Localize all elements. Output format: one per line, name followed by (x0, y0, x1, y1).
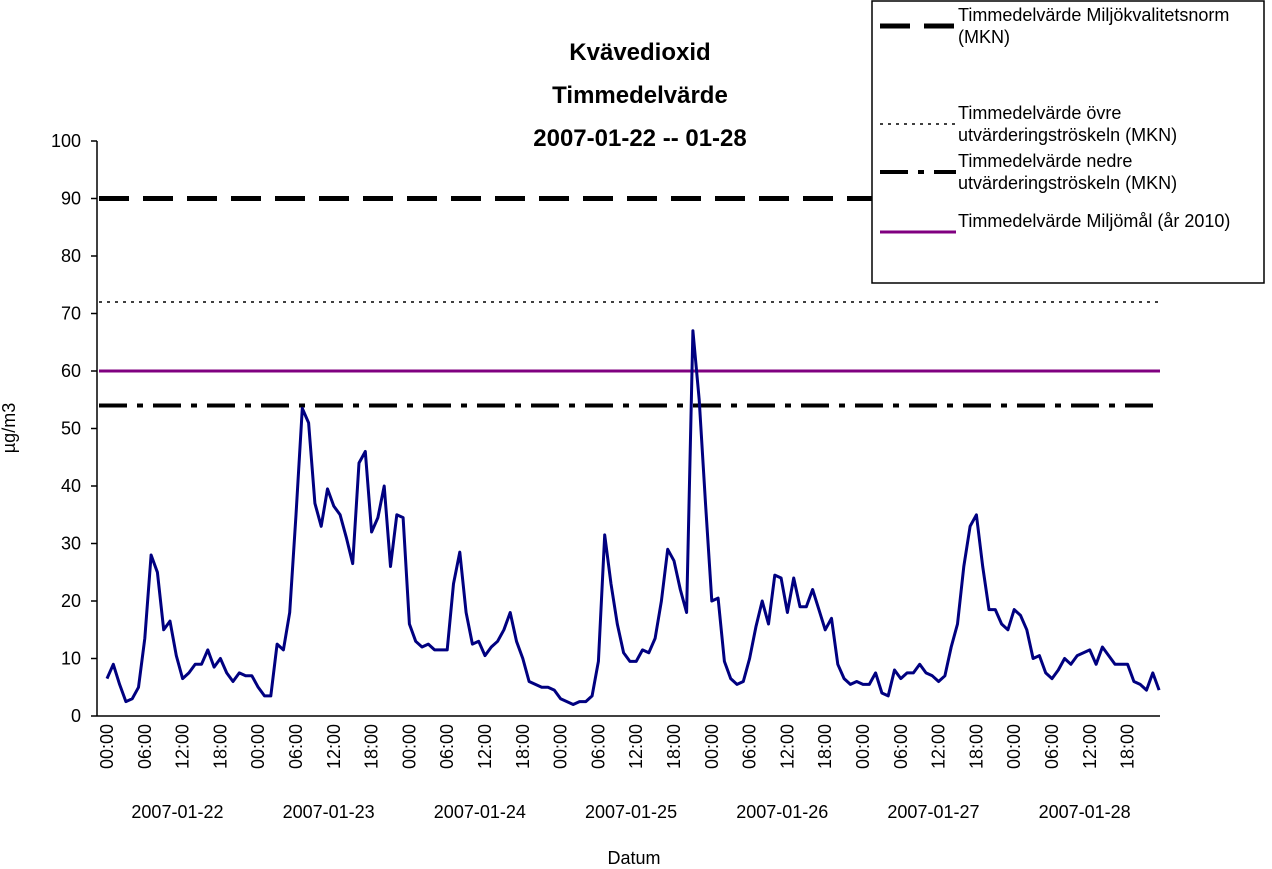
x-tick-label: 06:00 (740, 724, 760, 769)
y-tick-label: 40 (61, 476, 81, 496)
x-tick-label: 00:00 (248, 724, 268, 769)
x-tick-label: 12:00 (929, 724, 949, 769)
x-group-label: 2007-01-25 (585, 802, 677, 822)
x-group-label: 2007-01-26 (736, 802, 828, 822)
x-tick-label: 00:00 (97, 724, 117, 769)
x-tick-label: 12:00 (173, 724, 193, 769)
x-tick-label: 18:00 (210, 724, 230, 769)
x-tick-label: 12:00 (324, 724, 344, 769)
x-group-label: 2007-01-27 (887, 802, 979, 822)
x-axis-label: Datum (607, 848, 660, 868)
legend-box (871, 0, 1265, 284)
x-tick-label: 06:00 (1042, 724, 1062, 769)
legend-entry: Timmedelvärde nedre utvärderingströskeln… (958, 151, 1178, 193)
x-group-label: 2007-01-28 (1039, 802, 1131, 822)
x-tick-label: 06:00 (891, 724, 911, 769)
y-tick-label: 50 (61, 419, 81, 439)
x-tick-label: 00:00 (399, 724, 419, 769)
x-tick-label: 18:00 (362, 724, 382, 769)
x-tick-label: 06:00 (286, 724, 306, 769)
x-tick-label: 12:00 (475, 724, 495, 769)
x-tick-label: 18:00 (815, 724, 835, 769)
y-tick-label: 80 (61, 246, 81, 266)
x-tick-label: 00:00 (1004, 724, 1024, 769)
x-tick-label: 12:00 (777, 724, 797, 769)
chart-title: 2007-01-22 -- 01-28 (533, 125, 746, 152)
chart-title: Kvävedioxid (569, 39, 710, 66)
y-axis-label: µg/m3 (0, 403, 19, 453)
legend-entry: Timmedelvärde övre utvärderingströskeln … (958, 103, 1178, 145)
legend-label: Timmedelvärde nedre utvärderingströskeln… (958, 151, 1178, 193)
y-tick-label: 100 (51, 131, 81, 151)
x-group-label: 2007-01-22 (131, 802, 223, 822)
x-tick-label: 06:00 (588, 724, 608, 769)
legend-entry: Timmedelvärde Miljökvalitetsnorm (MKN) (958, 5, 1230, 47)
x-tick-label: 12:00 (1080, 724, 1100, 769)
x-tick-label: 00:00 (853, 724, 873, 769)
legend-label: Timmedelvärde Miljökvalitetsnorm (MKN) (958, 5, 1230, 47)
y-tick-label: 0 (71, 706, 81, 726)
y-tick-label: 10 (61, 649, 81, 669)
y-tick-label: 90 (61, 189, 81, 209)
y-tick-label: 60 (61, 361, 81, 381)
data-line (105, 329, 1161, 706)
legend-label: Timmedelvärde Miljömål (år 2010) (958, 211, 1231, 231)
x-tick-label: 18:00 (1118, 724, 1138, 769)
x-tick-label: 00:00 (702, 724, 722, 769)
chart-title: Timmedelvärde (552, 82, 728, 109)
legend-entry: Timmedelvärde Miljömål (år 2010) (958, 211, 1231, 231)
y-tick-label: 70 (61, 304, 81, 324)
y-tick-label: 20 (61, 591, 81, 611)
x-tick-label: 18:00 (664, 724, 684, 769)
x-group-label: 2007-01-23 (283, 802, 375, 822)
legend-label: Timmedelvärde övre utvärderingströskeln … (958, 103, 1178, 145)
x-group-label: 2007-01-24 (434, 802, 526, 822)
x-tick-label: 18:00 (966, 724, 986, 769)
x-tick-label: 00:00 (551, 724, 571, 769)
y-tick-label: 30 (61, 534, 81, 554)
x-tick-label: 06:00 (135, 724, 155, 769)
x-tick-label: 18:00 (513, 724, 533, 769)
x-tick-label: 12:00 (626, 724, 646, 769)
x-tick-label: 06:00 (437, 724, 457, 769)
